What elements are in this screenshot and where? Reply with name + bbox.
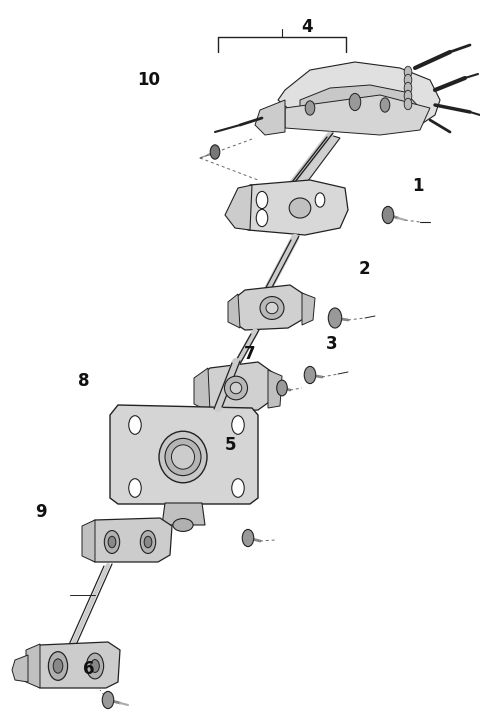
Circle shape [380,98,390,112]
Text: 2: 2 [359,259,371,278]
Circle shape [140,531,156,553]
Ellipse shape [165,438,201,475]
Ellipse shape [266,302,278,314]
Polygon shape [238,180,348,235]
Circle shape [53,659,63,673]
Circle shape [382,206,394,223]
Polygon shape [278,135,340,205]
Polygon shape [302,293,315,325]
Circle shape [404,90,412,102]
Circle shape [349,93,361,110]
Circle shape [256,191,268,208]
Polygon shape [228,294,240,328]
Text: 3: 3 [325,334,337,353]
Polygon shape [230,285,305,330]
Circle shape [232,416,244,435]
Polygon shape [196,362,272,412]
Ellipse shape [171,445,194,469]
Circle shape [108,536,116,548]
Text: 5: 5 [225,436,236,455]
Circle shape [404,67,412,78]
Circle shape [315,193,325,207]
Polygon shape [300,85,420,122]
Ellipse shape [159,431,207,483]
Text: 9: 9 [35,503,47,521]
Circle shape [144,536,152,548]
Polygon shape [110,405,258,504]
Circle shape [404,82,412,94]
Ellipse shape [230,382,242,394]
Text: 7: 7 [244,345,255,364]
Polygon shape [255,100,285,135]
Circle shape [404,98,412,110]
Polygon shape [26,644,40,688]
Polygon shape [12,655,28,682]
Circle shape [86,653,104,679]
Polygon shape [285,95,430,135]
Text: 4: 4 [301,18,313,37]
Ellipse shape [225,376,248,400]
Circle shape [104,531,120,553]
Ellipse shape [289,198,311,218]
Ellipse shape [260,296,284,319]
Polygon shape [194,368,210,412]
Polygon shape [268,370,282,408]
Polygon shape [82,520,95,562]
Polygon shape [162,503,205,525]
Polygon shape [278,62,440,130]
Circle shape [129,416,141,435]
Ellipse shape [173,518,193,531]
Circle shape [102,692,114,709]
Circle shape [210,145,220,159]
Circle shape [91,659,99,672]
Circle shape [276,380,287,396]
Circle shape [304,367,316,384]
Text: 10: 10 [137,71,160,90]
Circle shape [328,308,342,328]
Circle shape [256,209,268,226]
Polygon shape [225,185,252,230]
Circle shape [129,479,141,498]
Text: 1: 1 [412,177,423,195]
Circle shape [305,101,315,115]
Text: 8: 8 [78,372,90,390]
Circle shape [48,652,68,680]
Polygon shape [28,642,120,688]
Polygon shape [84,518,172,562]
Circle shape [232,479,244,498]
Circle shape [404,74,412,86]
Circle shape [242,529,254,546]
Text: 6: 6 [83,660,95,679]
